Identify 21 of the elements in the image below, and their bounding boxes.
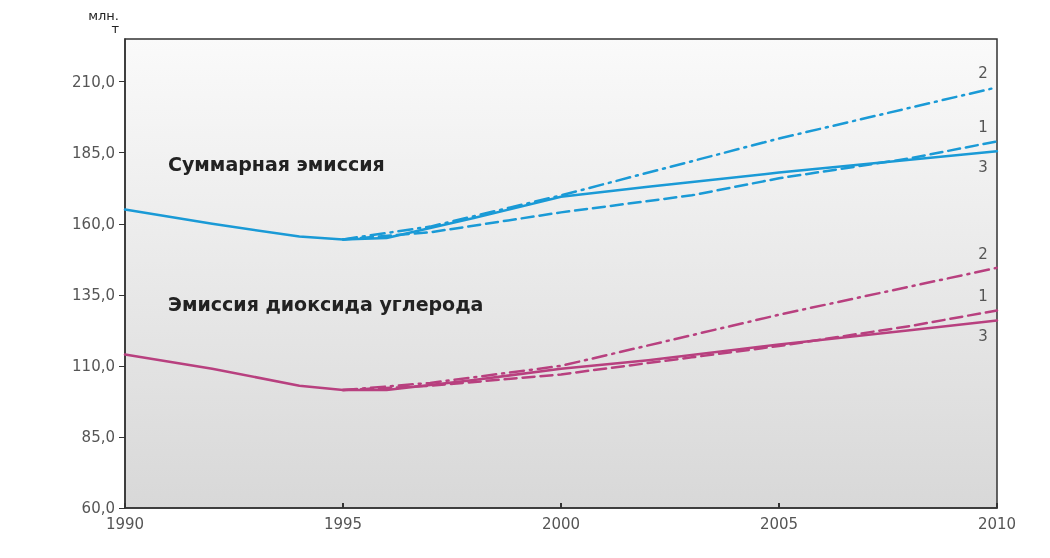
y-tick-label: 185,0 — [72, 143, 115, 162]
series-label: 2 — [978, 64, 988, 83]
x-tick-label: 2010 — [977, 514, 1017, 533]
series-label: 2 — [978, 244, 988, 263]
y-tick-label: 60,0 — [81, 499, 115, 517]
x-tick-label: 1995 — [323, 514, 363, 533]
y-tick-label: 135,0 — [72, 285, 115, 304]
x-tick-label: 2005 — [759, 514, 799, 533]
series-label: 3 — [978, 158, 988, 177]
y-tick-label: 210,0 — [72, 72, 115, 91]
series-label: 1 — [978, 118, 988, 137]
y-axis-title: млн. т — [88, 8, 120, 36]
x-tick-label: 2000 — [541, 514, 581, 533]
annotation: Суммарная эмиссия — [168, 152, 385, 175]
series-label: 3 — [978, 327, 988, 346]
x-tick-label: 1990 — [105, 514, 145, 533]
series-label: 1 — [978, 287, 988, 306]
y-tick-label: 85,0 — [81, 427, 115, 446]
annotation: Эмиссия диоксида углерода — [168, 292, 484, 315]
y-tick-label: 160,0 — [72, 214, 115, 233]
y-tick-label: 110,0 — [72, 356, 115, 375]
